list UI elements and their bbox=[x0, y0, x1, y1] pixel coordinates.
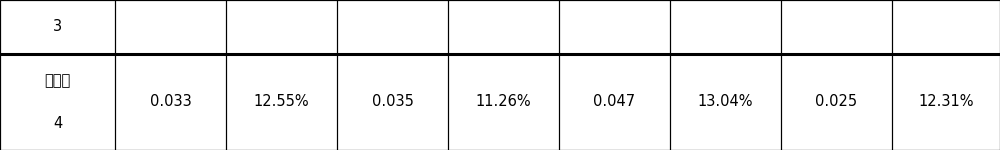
Bar bbox=[226, 54, 337, 150]
Bar bbox=[0, 54, 115, 150]
Text: 11.26%: 11.26% bbox=[476, 94, 531, 110]
Bar bbox=[781, 54, 892, 150]
Bar bbox=[559, 54, 670, 150]
Text: 12.55%: 12.55% bbox=[254, 94, 309, 110]
Text: 对比例

4: 对比例 4 bbox=[44, 74, 71, 130]
Bar bbox=[670, 54, 781, 150]
Bar bbox=[559, 0, 670, 54]
Bar bbox=[781, 0, 892, 54]
Bar bbox=[115, 0, 226, 54]
Bar bbox=[226, 0, 337, 54]
Bar bbox=[448, 0, 559, 54]
Bar bbox=[448, 54, 559, 150]
Bar bbox=[115, 54, 226, 150]
Bar bbox=[670, 0, 781, 54]
Text: 13.04%: 13.04% bbox=[698, 94, 753, 110]
Text: 0.035: 0.035 bbox=[372, 94, 413, 110]
Bar bbox=[337, 0, 448, 54]
Bar bbox=[892, 54, 1000, 150]
Text: 3: 3 bbox=[53, 20, 62, 34]
Text: 0.047: 0.047 bbox=[593, 94, 636, 110]
Bar bbox=[892, 0, 1000, 54]
Bar bbox=[0, 0, 115, 54]
Text: 0.033: 0.033 bbox=[150, 94, 191, 110]
Bar bbox=[337, 54, 448, 150]
Text: 12.31%: 12.31% bbox=[918, 94, 974, 110]
Text: 0.025: 0.025 bbox=[815, 94, 858, 110]
